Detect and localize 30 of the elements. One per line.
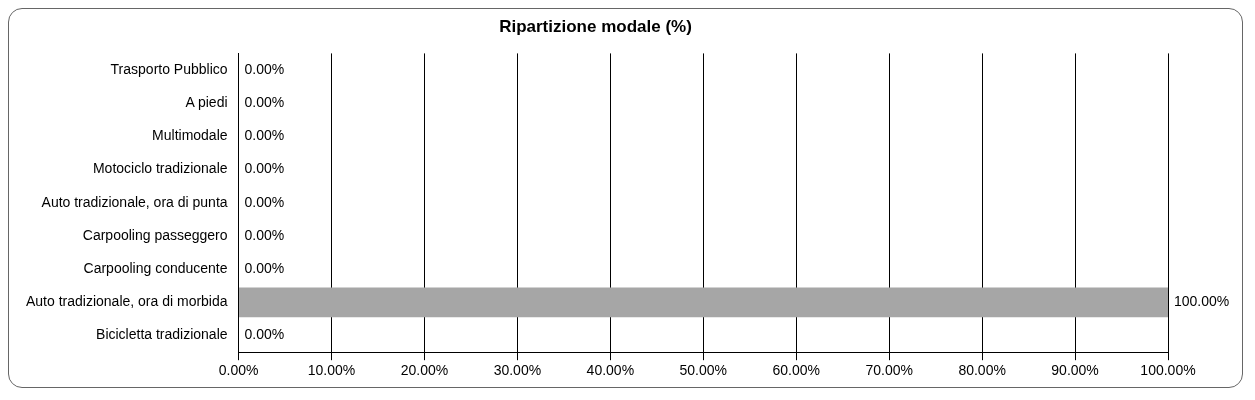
x-tick-label: 20.00%	[400, 362, 449, 379]
data-label: 0.00%	[244, 226, 285, 243]
y-tick-label: Auto tradizionale, ora di morbida	[26, 293, 228, 310]
data-label: 0.00%	[244, 60, 285, 77]
y-tick-label: Multimodale	[152, 127, 228, 144]
data-label: 0.00%	[244, 260, 285, 277]
x-tick-label: 30.00%	[493, 362, 542, 379]
y-tick-label: Bicicletta tradizionale	[96, 326, 228, 343]
x-tick-label: 10.00%	[307, 362, 356, 379]
data-label: 0.00%	[244, 160, 285, 177]
chart-title: Ripartizione modale (%)	[499, 16, 692, 36]
x-tick-label: 100.00%	[1140, 362, 1196, 379]
data-label: 0.00%	[244, 127, 285, 144]
data-label: 0.00%	[244, 193, 285, 210]
x-tick-label: 50.00%	[679, 362, 728, 379]
x-tick-label: 60.00%	[772, 362, 820, 379]
y-tick-label: Trasporto Pubblico	[110, 60, 228, 77]
y-tick-label: Carpooling passeggero	[82, 226, 228, 243]
data-label: 0.00%	[244, 94, 285, 111]
x-tick-label: 90.00%	[1051, 362, 1099, 379]
x-tick-label: 80.00%	[958, 362, 1006, 379]
y-tick-label: Carpooling conducente	[83, 260, 228, 277]
x-tick-label: 0.00%	[218, 362, 259, 379]
data-label: 100.00%	[1174, 293, 1230, 310]
y-tick-label: Auto tradizionale, ora di punta	[41, 193, 228, 210]
y-tick-label: A piedi	[185, 94, 228, 111]
x-tick-label: 70.00%	[865, 362, 913, 379]
y-tick-label: Motociclo tradizionale	[92, 160, 228, 177]
x-tick-label: 40.00%	[586, 362, 635, 379]
data-label: 0.00%	[244, 326, 285, 343]
